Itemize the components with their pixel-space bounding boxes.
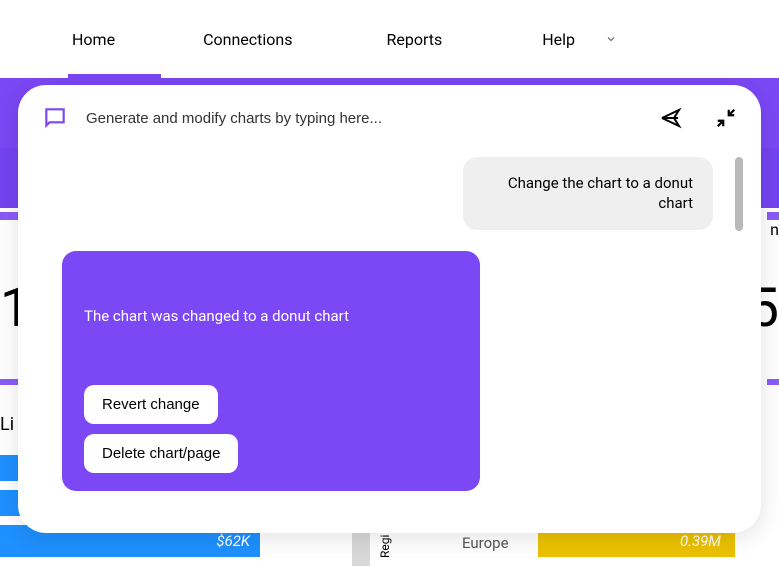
nav-home[interactable]: Home xyxy=(68,22,119,57)
collapse-icon[interactable] xyxy=(715,107,737,129)
bg-axis-stub xyxy=(352,528,370,566)
chat-message-assistant: The chart was changed to a donut chart R… xyxy=(62,251,480,491)
bg-accent-stub-left xyxy=(0,212,19,220)
delete-button[interactable]: Delete chart/page xyxy=(84,434,238,473)
nav-reports[interactable]: Reports xyxy=(382,22,446,57)
bg-accent-stub-right xyxy=(767,212,779,220)
nav-help-label: Help xyxy=(542,30,575,49)
bg-region-label: Europe xyxy=(462,534,509,552)
scrollbar[interactable] xyxy=(735,157,743,231)
chat-icon xyxy=(42,105,68,131)
bg-accent-underline-left xyxy=(0,379,19,385)
bg-label-fragment: Li xyxy=(0,414,14,435)
send-icon[interactable] xyxy=(659,106,683,130)
nav-help[interactable]: Help xyxy=(538,22,621,57)
chat-header xyxy=(42,105,737,131)
chat-panel: Change the chart to a donut chart The ch… xyxy=(18,85,761,533)
chat-user-text: Change the chart to a donut chart xyxy=(508,174,693,212)
bg-bar-yellow-value: 0.39M xyxy=(680,532,721,550)
bg-text-fragment: n xyxy=(770,220,779,239)
bg-accent-underline-right xyxy=(767,379,779,385)
chevron-down-icon xyxy=(605,33,617,45)
nav-connections[interactable]: Connections xyxy=(199,22,296,57)
bg-axis-label: Regi xyxy=(378,535,392,558)
bg-bar-blue-value: $62K xyxy=(216,532,250,550)
chat-body: Change the chart to a donut chart The ch… xyxy=(42,157,737,509)
chat-assistant-text: The chart was changed to a donut chart xyxy=(84,307,458,325)
revert-button[interactable]: Revert change xyxy=(84,385,218,424)
chat-message-user: Change the chart to a donut chart xyxy=(463,157,713,230)
chat-input[interactable] xyxy=(86,110,641,127)
top-nav: Home Connections Reports Help xyxy=(0,0,779,78)
